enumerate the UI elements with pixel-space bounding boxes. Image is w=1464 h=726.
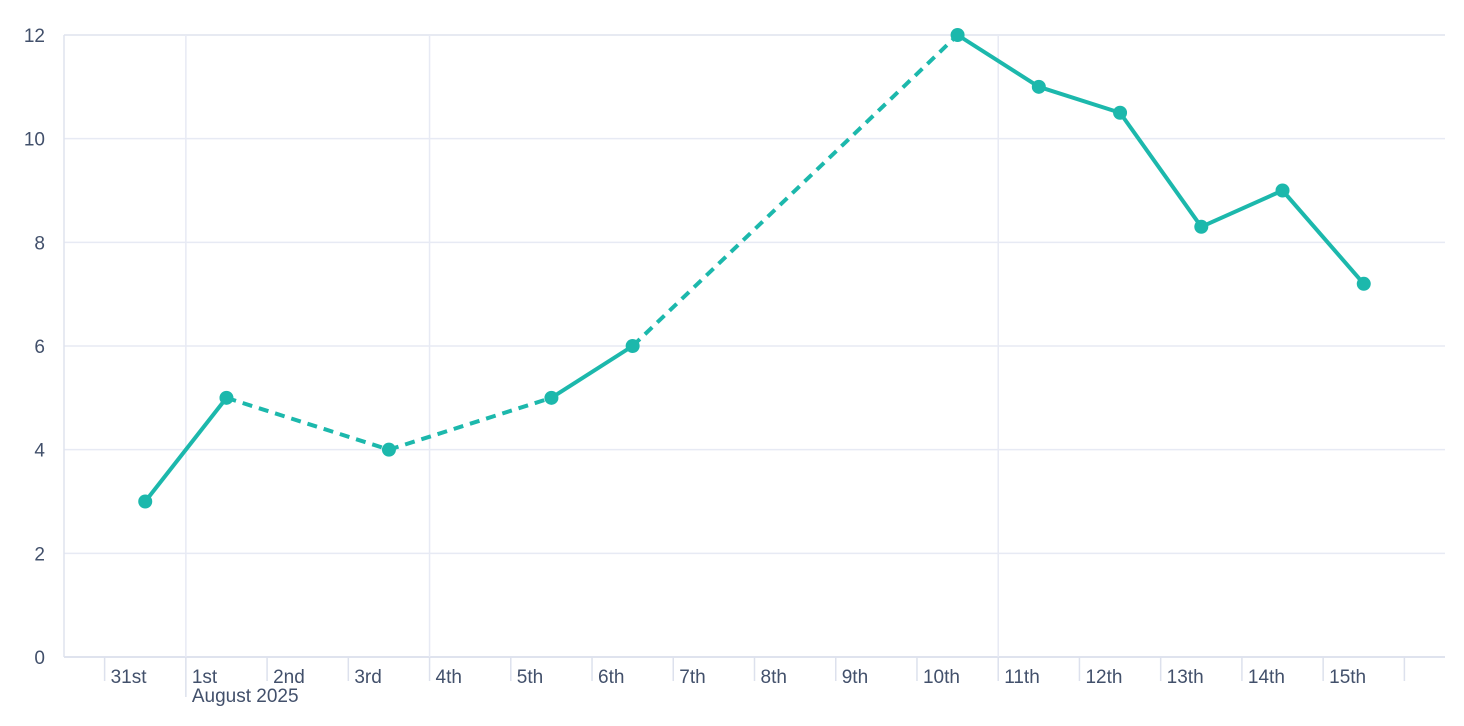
x-axis-label-4th: 4th [436, 667, 462, 688]
y-axis-label-12: 12 [24, 26, 45, 47]
y-axis-label-10: 10 [24, 130, 45, 151]
data-point-marker-10th[interactable] [950, 28, 965, 42]
x-axis-label-8th: 8th [761, 667, 787, 688]
x-axis-label-14th: 14th [1248, 667, 1285, 688]
data-point-marker-1st[interactable] [219, 390, 234, 405]
x-axis-label-9th: 9th [842, 667, 868, 688]
series-segment [1038, 84, 1121, 115]
x-axis-label-31st: 31st [111, 667, 148, 688]
x-axis-label-1st: 1st [192, 667, 218, 688]
data-point-marker-3rd[interactable] [381, 442, 396, 457]
data-point-marker-15th[interactable] [1356, 276, 1371, 291]
series-segment [143, 396, 229, 503]
x-axis-label-2nd: 2nd [273, 667, 305, 688]
data-point-marker-12th[interactable] [1113, 105, 1128, 120]
x-axis-label-3rd: 3rd [354, 667, 381, 688]
series-segment [1281, 189, 1366, 286]
x-axis-month-label: August 2025 [192, 686, 299, 707]
series-segment [1200, 188, 1284, 229]
data-point-marker-11th[interactable] [1031, 79, 1046, 94]
x-axis-label-15th: 15th [1329, 667, 1366, 688]
data-point-marker-13th[interactable] [1194, 219, 1209, 234]
series-segment [550, 344, 634, 400]
x-axis-label-12th: 12th [1085, 667, 1122, 688]
y-axis-label-4: 4 [34, 441, 45, 462]
x-axis-label-10th: 10th [923, 667, 960, 688]
data-point-marker-6th[interactable] [625, 339, 640, 353]
data-point-marker-5th[interactable] [544, 390, 559, 405]
y-axis-label-0: 0 [34, 648, 45, 669]
series-segment-interpolated [631, 33, 959, 348]
series-segment [1118, 111, 1203, 228]
x-axis-label-11th: 11th [1004, 667, 1040, 688]
series-segment-interpolated [388, 395, 553, 452]
x-axis-label-7th: 7th [679, 667, 705, 688]
series-segment [956, 33, 1040, 89]
x-axis-label-5th: 5th [517, 667, 543, 688]
series-segment-interpolated [225, 395, 390, 452]
data-point-marker-14th[interactable] [1275, 183, 1290, 198]
x-axis-label-13th: 13th [1167, 667, 1204, 688]
data-point-marker-31st[interactable] [138, 494, 153, 509]
y-axis-label-8: 8 [34, 233, 45, 254]
x-axis-label-6th: 6th [598, 667, 624, 688]
y-axis-label-6: 6 [34, 337, 45, 358]
y-axis-label-2: 2 [34, 544, 45, 565]
